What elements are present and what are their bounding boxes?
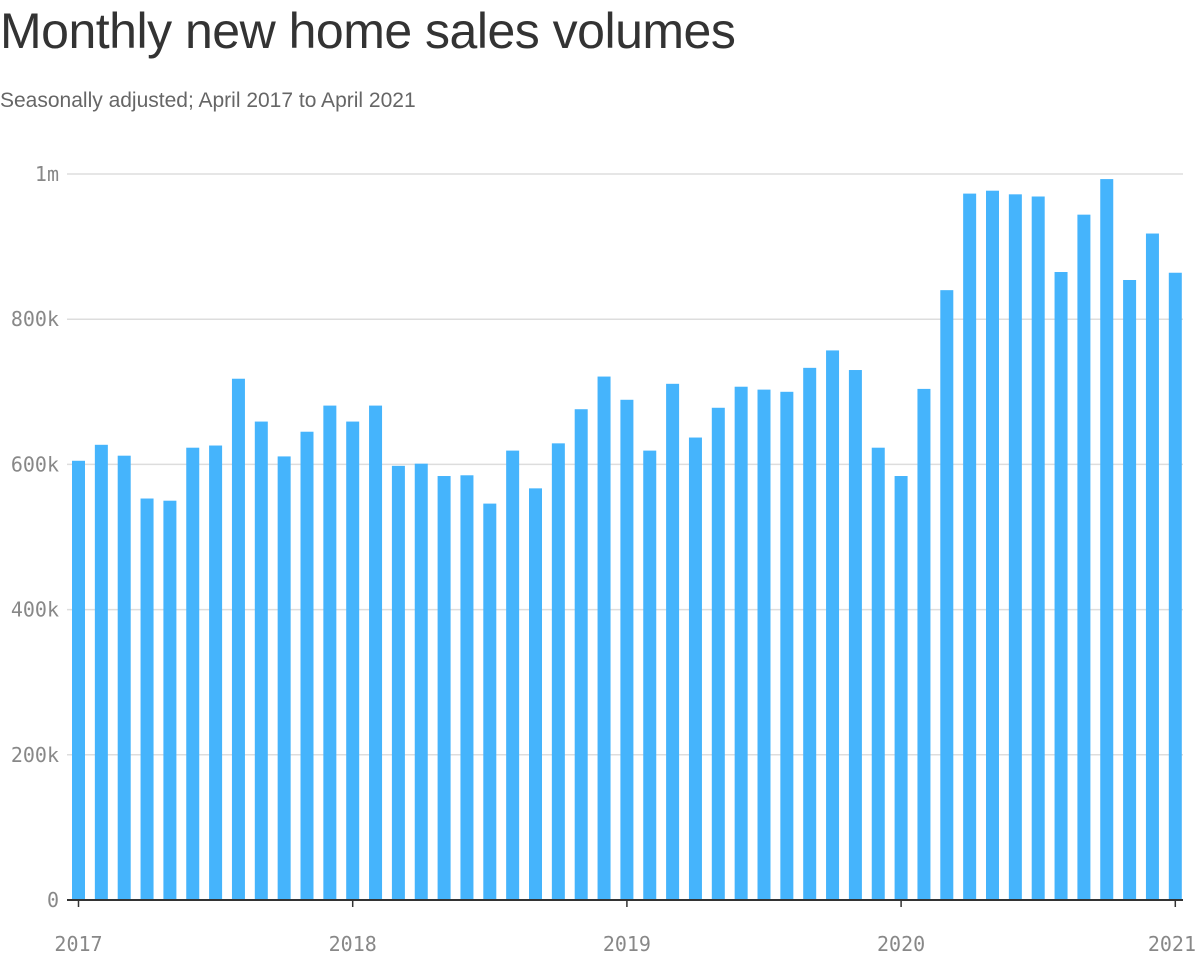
x-tick-label: 2019 xyxy=(603,932,651,956)
bar xyxy=(117,455,131,900)
bar xyxy=(894,476,908,900)
bar xyxy=(506,450,520,900)
bar xyxy=(231,378,245,900)
bar xyxy=(780,391,794,900)
bar xyxy=(734,386,748,900)
bar xyxy=(986,190,999,900)
x-tick-label: 2018 xyxy=(329,932,377,956)
bar xyxy=(300,431,314,900)
bars xyxy=(72,179,1182,901)
x-tick-label: 2017 xyxy=(54,932,102,956)
bar xyxy=(711,407,725,900)
bar xyxy=(529,488,542,900)
x-tick-label: 2021 xyxy=(1148,932,1196,956)
y-tick-label: 800k xyxy=(11,307,59,331)
bar xyxy=(1168,272,1182,901)
bar xyxy=(391,465,405,900)
bar xyxy=(1145,233,1159,901)
bar xyxy=(688,437,702,900)
bar xyxy=(186,447,200,900)
bar xyxy=(323,405,337,900)
bar xyxy=(917,388,931,900)
bar xyxy=(140,498,154,900)
y-tick-label: 0 xyxy=(47,888,59,912)
bar xyxy=(437,476,451,900)
bar xyxy=(803,367,817,900)
bar xyxy=(1008,194,1022,900)
bar xyxy=(597,376,611,901)
bar xyxy=(1077,214,1091,900)
x-tick-label: 2020 xyxy=(877,932,925,956)
bar xyxy=(483,503,497,900)
axes: 0 200k 400k 600k 800k 1m 2017 2018 2019 2020 2021 xyxy=(11,162,1196,956)
bar xyxy=(163,500,177,900)
bar xyxy=(574,409,588,900)
bar xyxy=(848,370,862,900)
bar xyxy=(277,456,291,900)
bar xyxy=(254,421,268,900)
bar xyxy=(346,421,360,900)
bar xyxy=(826,350,840,901)
bar xyxy=(666,383,680,901)
chart-subtitle: Seasonally adjusted; April 2017 to April… xyxy=(0,89,416,112)
bar xyxy=(1054,272,1068,900)
bar xyxy=(643,450,657,900)
bar xyxy=(620,399,634,900)
bar xyxy=(1100,179,1114,900)
bar xyxy=(460,475,474,900)
y-tick-label: 1m xyxy=(35,162,59,186)
y-tick-label: 600k xyxy=(11,452,59,476)
bar xyxy=(209,445,223,900)
bar xyxy=(94,444,108,900)
chart-title: Monthly new home sales volumes xyxy=(0,3,736,59)
bar xyxy=(871,447,885,900)
bar xyxy=(72,460,85,900)
y-tick-label: 400k xyxy=(11,598,59,622)
bar xyxy=(1031,196,1045,901)
bar xyxy=(1123,279,1137,901)
bar xyxy=(551,443,565,900)
bar xyxy=(757,389,771,900)
y-tick-label: 200k xyxy=(11,743,59,767)
bar xyxy=(963,193,977,901)
bar xyxy=(414,463,428,900)
bar xyxy=(940,290,954,900)
bar xyxy=(369,405,383,900)
